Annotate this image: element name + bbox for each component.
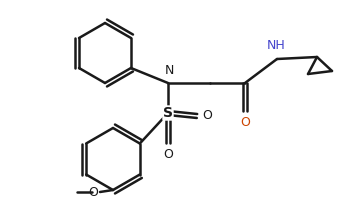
Text: O: O <box>88 187 98 199</box>
Text: NH: NH <box>267 39 285 52</box>
Text: O: O <box>163 148 173 161</box>
Text: O: O <box>240 116 250 129</box>
Text: S: S <box>163 106 173 120</box>
Text: O: O <box>202 108 212 122</box>
Text: N: N <box>164 64 174 77</box>
